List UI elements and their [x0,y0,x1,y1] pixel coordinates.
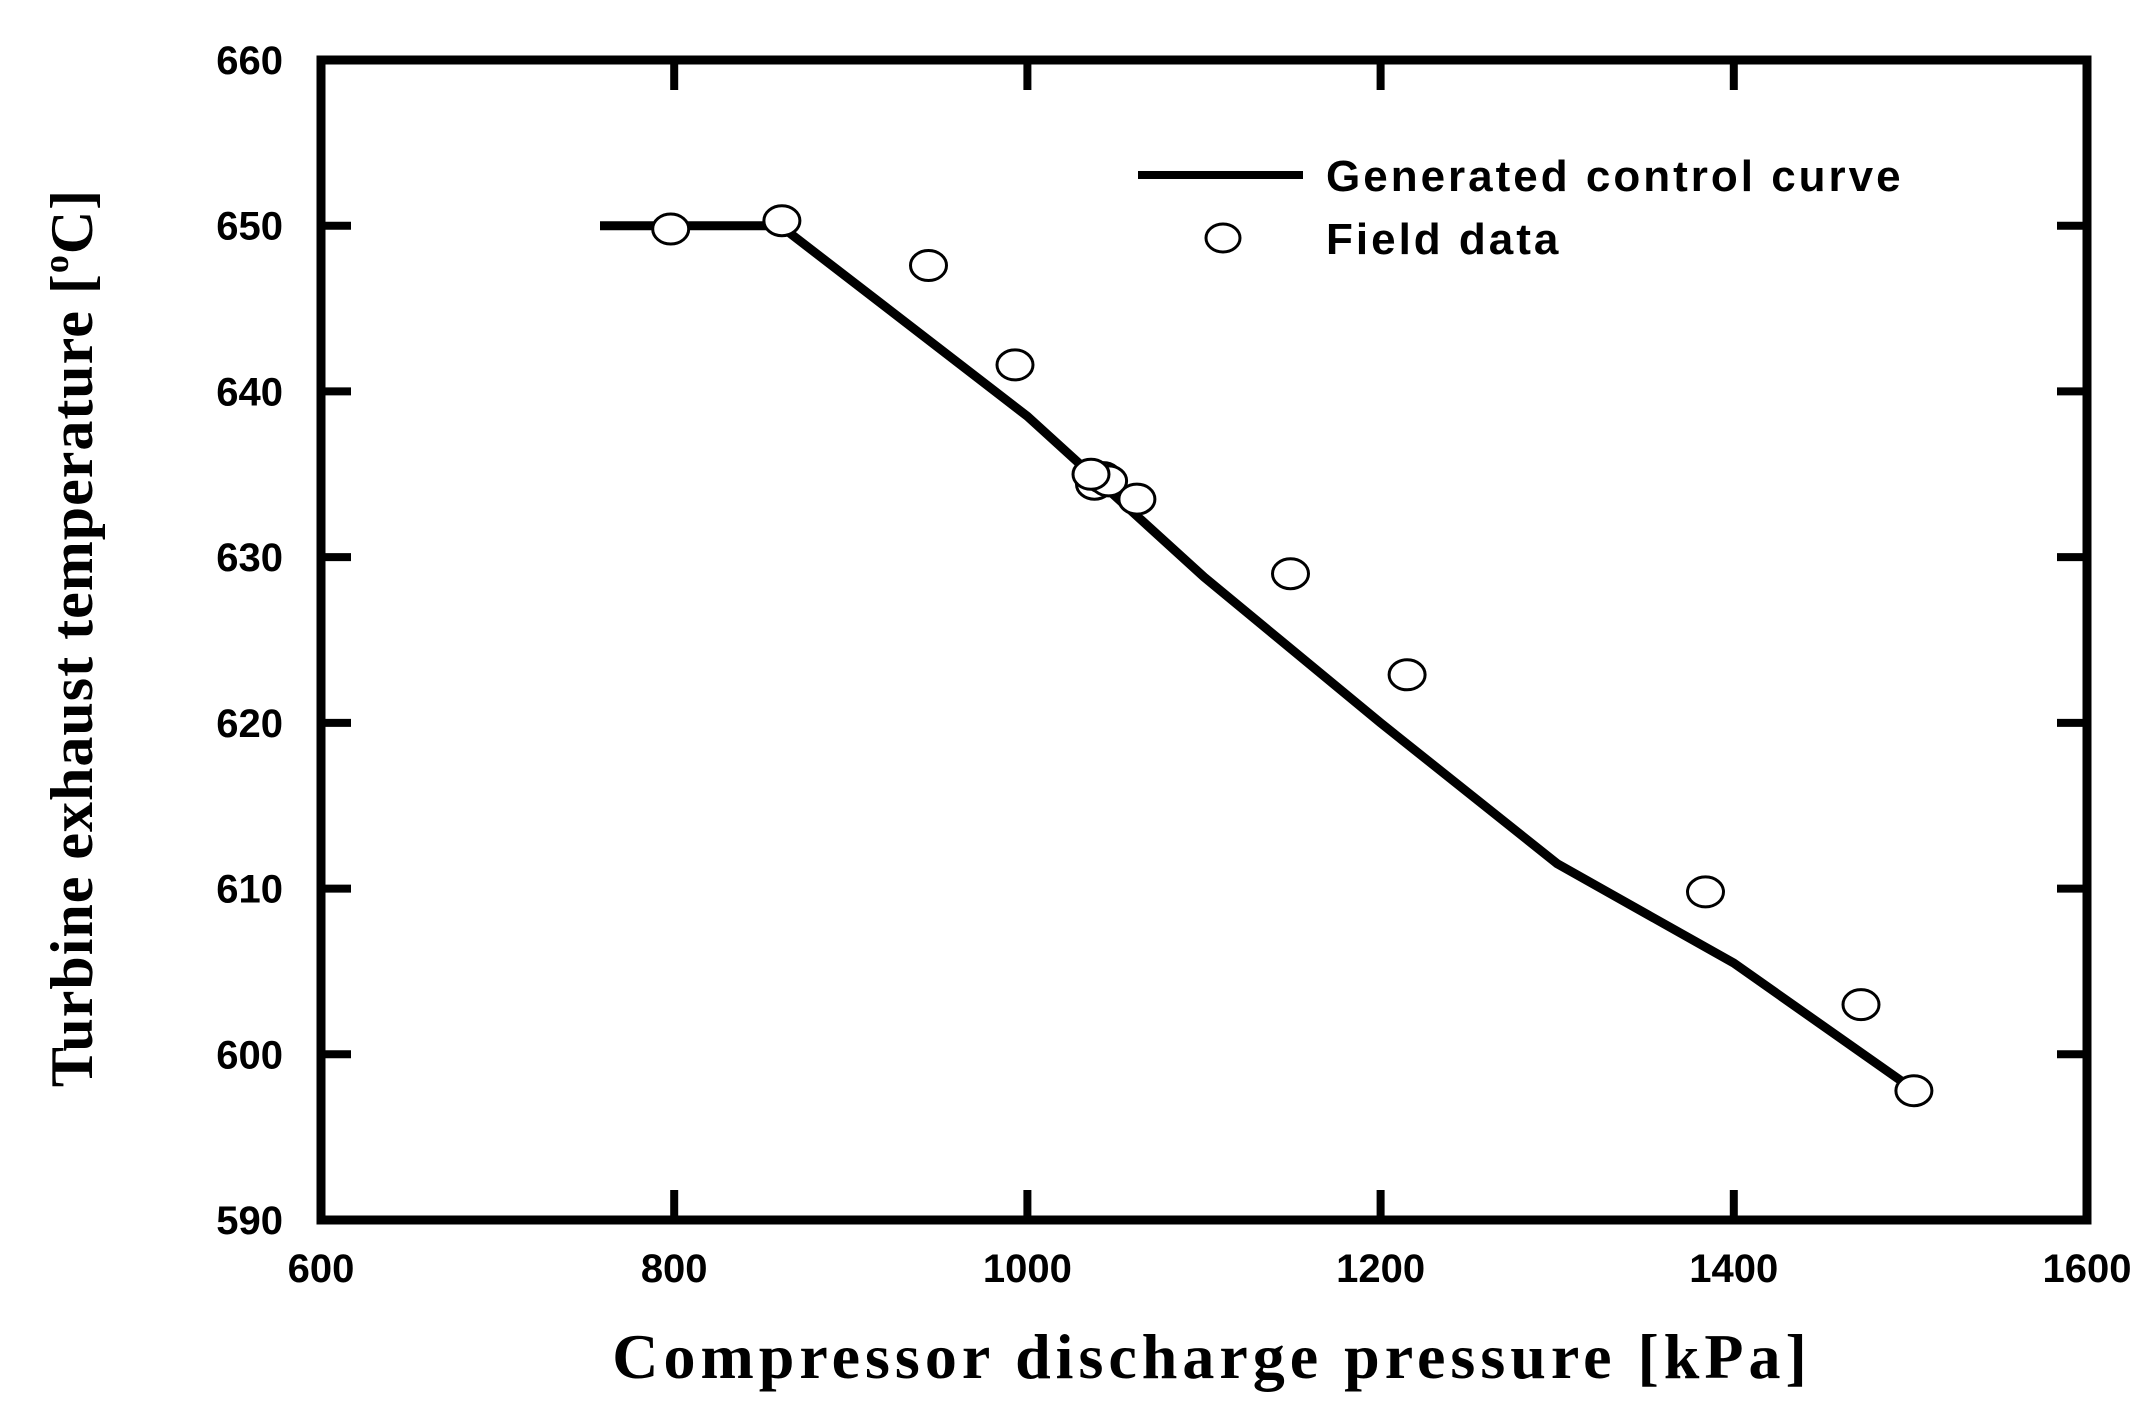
y-axis-title-unit: C] [39,189,105,254]
field-data-point [1271,557,1310,591]
field-data-point [1117,482,1157,516]
field-data-point [651,212,691,246]
field-data-point [1894,1074,1934,1108]
y-tick-label-650: 650 [216,205,283,249]
legend-label-field-data: Field data [1326,215,1561,264]
x-axis-ticks: 600 800 1000 1200 1400 1600 [288,60,2132,1291]
y-axis-ticks: 590 600 610 620 630 640 650 660 [216,39,2087,1243]
y-axis-title-degree: o [36,254,76,273]
plot-area [600,204,1934,1108]
x-tick-label-800: 800 [641,1247,708,1291]
y-axis-title: Turbine exhaust temperature [oC] [36,189,105,1087]
legend-circle-swatch [1204,222,1242,254]
x-axis-title: Compressor discharge pressure [kPa] [612,1321,1812,1392]
y-axis-title-main: Turbine exhaust temperature [ [39,273,105,1087]
x-tick-label-1000: 1000 [983,1247,1072,1291]
y-tick-label-590: 590 [216,1199,283,1243]
y-tick-label-660: 660 [216,39,283,83]
field-data-point [1387,658,1427,692]
y-tick-label-640: 640 [216,370,283,414]
series-control-curve-line [600,221,1913,1092]
y-tick-label-610: 610 [216,868,283,912]
field-data-point [995,348,1035,382]
field-data-point [1071,457,1111,491]
plot-frame [316,55,2092,1225]
field-data-point [762,204,802,238]
x-tick-label-600: 600 [288,1247,355,1291]
y-tick-label-600: 600 [216,1033,283,1077]
field-data-point [909,249,948,282]
field-data-point [1841,988,1881,1022]
y-tick-label-620: 620 [216,702,283,746]
x-tick-label-1200: 1200 [1336,1247,1425,1291]
x-tick-label-1400: 1400 [1689,1247,1778,1291]
y-tick-label-630: 630 [216,536,283,580]
x-tick-label-1600: 1600 [2043,1247,2132,1291]
legend: Generated control curve Field data [1138,152,1904,264]
field-data-point [1686,875,1725,909]
legend-label-control-curve: Generated control curve [1326,152,1904,201]
